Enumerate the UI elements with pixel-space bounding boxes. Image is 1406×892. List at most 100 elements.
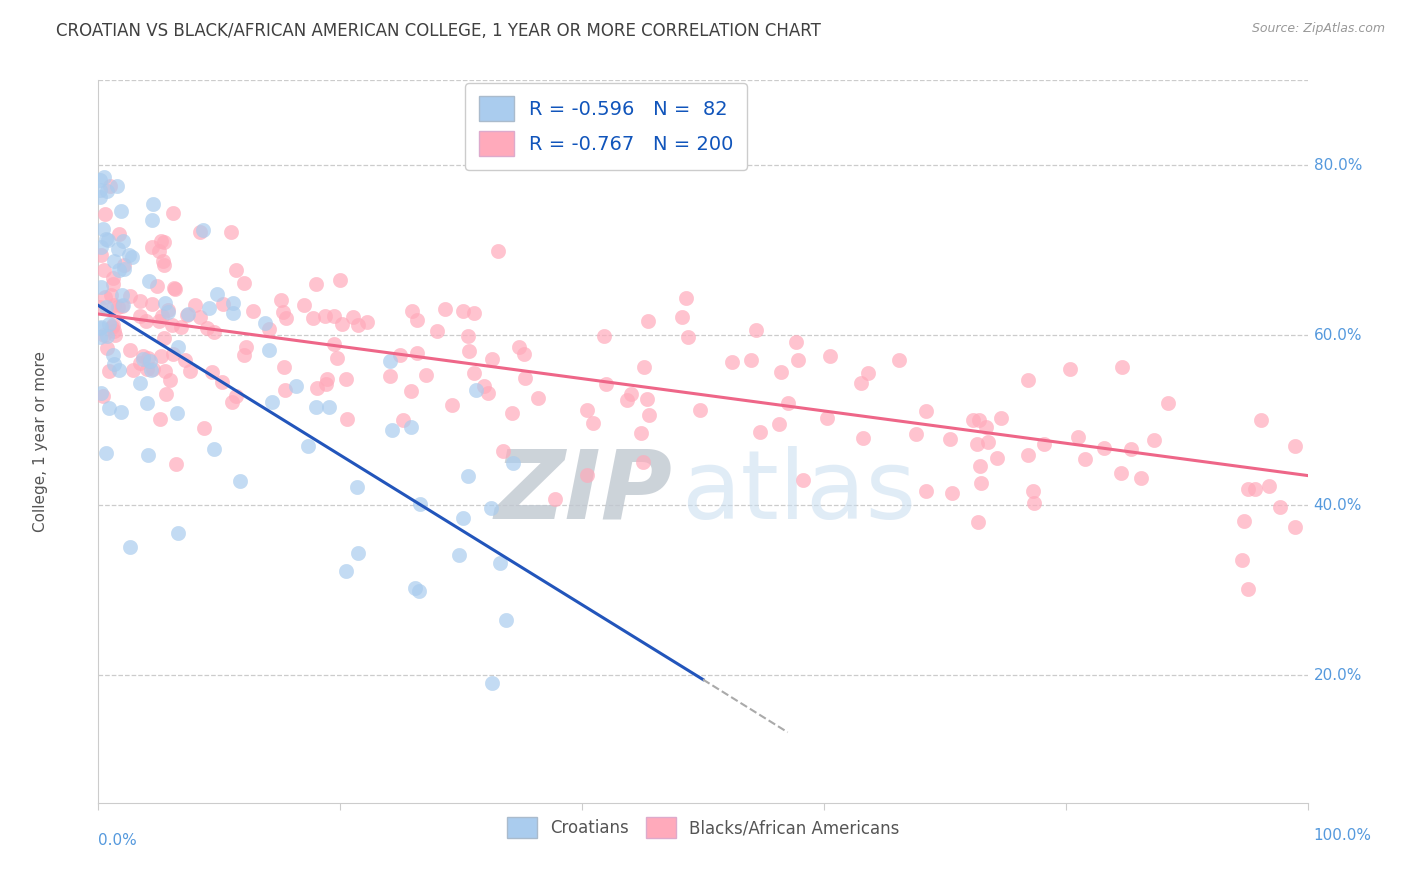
Point	[1284, 440, 1306, 454]
Point	[378, 368, 401, 383]
Point	[447, 548, 470, 562]
Point	[103, 324, 125, 338]
Point	[976, 434, 998, 449]
Point	[332, 317, 354, 331]
Point	[1017, 448, 1039, 462]
Point	[160, 318, 183, 333]
Point	[94, 445, 117, 459]
Point	[405, 313, 427, 327]
Point	[89, 320, 111, 334]
Point	[228, 474, 250, 488]
Point	[90, 240, 112, 254]
Point	[138, 354, 160, 368]
Text: 80.0%: 80.0%	[1313, 158, 1362, 173]
Point	[335, 372, 357, 386]
Text: Source: ZipAtlas.com: Source: ZipAtlas.com	[1251, 22, 1385, 36]
Point	[969, 458, 991, 473]
Point	[1066, 430, 1088, 444]
Point	[193, 421, 215, 435]
Point	[148, 314, 170, 328]
Point	[851, 376, 873, 391]
Point	[136, 448, 159, 462]
Point	[103, 318, 125, 333]
Point	[111, 234, 134, 248]
Point	[415, 368, 437, 383]
Point	[149, 234, 172, 248]
Point	[488, 244, 510, 258]
Point	[120, 343, 142, 358]
Point	[1059, 362, 1081, 376]
Point	[408, 497, 430, 511]
Point	[638, 408, 661, 422]
Text: CROATIAN VS BLACK/AFRICAN AMERICAN COLLEGE, 1 YEAR OR MORE CORRELATION CHART: CROATIAN VS BLACK/AFRICAN AMERICAN COLLE…	[56, 22, 821, 40]
Point	[179, 364, 201, 378]
Point	[190, 225, 212, 239]
Point	[297, 439, 319, 453]
Point	[792, 473, 814, 487]
Point	[768, 417, 790, 431]
Point	[135, 314, 157, 328]
Point	[205, 287, 228, 301]
Point	[401, 384, 423, 398]
Point	[103, 298, 125, 312]
Point	[221, 395, 243, 409]
Point	[111, 288, 134, 302]
Point	[905, 426, 928, 441]
Point	[976, 420, 998, 434]
Point	[159, 373, 181, 387]
Point	[488, 557, 510, 571]
Point	[142, 196, 165, 211]
Point	[481, 352, 503, 367]
Text: 40.0%: 40.0%	[1313, 498, 1362, 513]
Point	[235, 340, 257, 354]
Point	[749, 425, 772, 439]
Point	[201, 365, 224, 379]
Point	[326, 351, 349, 366]
Point	[202, 326, 225, 340]
Point	[153, 296, 176, 310]
Point	[481, 676, 503, 690]
Point	[96, 185, 118, 199]
Point	[163, 281, 186, 295]
Point	[636, 392, 658, 406]
Point	[152, 254, 174, 268]
Point	[389, 348, 412, 362]
Point	[204, 442, 226, 456]
Point	[131, 349, 153, 363]
Point	[1119, 442, 1142, 457]
Point	[89, 173, 111, 187]
Point	[408, 583, 430, 598]
Point	[451, 303, 474, 318]
Point	[89, 330, 111, 344]
Point	[94, 290, 117, 304]
Point	[1243, 483, 1265, 497]
Point	[346, 480, 368, 494]
Point	[107, 227, 129, 241]
Point	[323, 309, 346, 323]
Point	[89, 183, 111, 197]
Point	[676, 330, 699, 344]
Point	[274, 310, 297, 325]
Point	[1017, 373, 1039, 387]
Point	[90, 319, 112, 334]
Point	[1233, 514, 1256, 528]
Point	[107, 263, 129, 277]
Point	[94, 207, 117, 221]
Point	[392, 413, 415, 427]
Point	[347, 318, 370, 332]
Point	[675, 292, 697, 306]
Point	[404, 581, 426, 595]
Point	[273, 360, 295, 375]
Point	[97, 233, 120, 247]
Point	[1073, 451, 1095, 466]
Point	[254, 316, 277, 330]
Point	[111, 299, 134, 313]
Point	[1268, 500, 1291, 515]
Point	[305, 400, 328, 414]
Point	[990, 411, 1012, 425]
Point	[100, 288, 122, 302]
Point	[740, 353, 762, 368]
Text: College, 1 year or more: College, 1 year or more	[32, 351, 48, 532]
Point	[156, 304, 179, 318]
Point	[273, 383, 295, 397]
